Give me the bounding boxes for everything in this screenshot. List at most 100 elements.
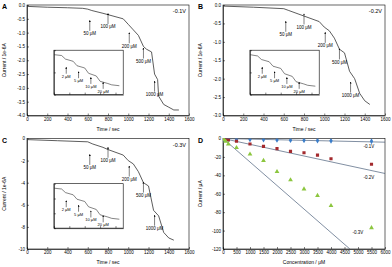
annotation: 100 μM bbox=[100, 24, 115, 29]
arrow bbox=[339, 49, 340, 59]
tick-mark bbox=[250, 247, 251, 249]
annotation: 200 μM bbox=[122, 44, 137, 49]
tick: -2.5 bbox=[213, 95, 225, 100]
point bbox=[234, 145, 239, 149]
arrow bbox=[89, 155, 90, 165]
tick-mark bbox=[149, 114, 150, 116]
tick-mark bbox=[291, 247, 292, 249]
plot-area bbox=[223, 6, 370, 104]
tick-label: 1400 bbox=[164, 117, 175, 122]
tick: -4.0 bbox=[17, 113, 29, 118]
arrow bbox=[129, 33, 130, 43]
tick: 6000 bbox=[380, 247, 391, 255]
tick bbox=[54, 199, 56, 200]
tick bbox=[250, 72, 252, 73]
tick: 5000 bbox=[353, 247, 364, 255]
arrow bbox=[129, 167, 130, 177]
tick-mark bbox=[223, 194, 225, 195]
tick-label: 1200 bbox=[144, 117, 155, 122]
plot-frame bbox=[250, 50, 319, 94]
annotation: 5 μM bbox=[74, 212, 83, 217]
axis-line bbox=[27, 139, 28, 250]
tick bbox=[250, 50, 252, 51]
annotation: 100 μM bbox=[100, 158, 115, 163]
tick-label: -3.0 bbox=[213, 113, 221, 118]
annotation: 500 μM bbox=[136, 193, 151, 198]
tick-label: 1200 bbox=[340, 117, 351, 122]
tick: 800 bbox=[105, 247, 113, 255]
tick: 600 bbox=[280, 114, 288, 122]
tick: -60 bbox=[214, 192, 225, 197]
tick-mark bbox=[223, 249, 225, 250]
tick-label: -4 bbox=[21, 181, 25, 186]
axis-line bbox=[27, 6, 28, 117]
y-axis-title: Current / 1e-6A bbox=[1, 42, 7, 77]
tick bbox=[54, 95, 56, 96]
tick: -3.5 bbox=[17, 100, 29, 105]
tick bbox=[116, 93, 117, 95]
plot-area bbox=[54, 188, 119, 219]
tick-label: -8 bbox=[21, 225, 25, 230]
tick-label: 0 bbox=[22, 136, 25, 141]
tick-label: 1600 bbox=[184, 117, 195, 122]
tick-label: -2.5 bbox=[213, 95, 221, 100]
point bbox=[235, 140, 238, 143]
tick-mark bbox=[365, 114, 366, 116]
x-axis: 02004006008001000120014001600 bbox=[222, 114, 391, 122]
tick bbox=[265, 93, 266, 95]
tick-label: 600 bbox=[84, 117, 92, 122]
tick-mark bbox=[69, 226, 70, 228]
tick: 2000 bbox=[272, 247, 283, 255]
annotation: 10 μM bbox=[281, 84, 292, 89]
tick: 800 bbox=[105, 114, 113, 122]
point bbox=[289, 139, 292, 144]
tick: -100 bbox=[212, 229, 225, 234]
x-axis-title: Time / sec bbox=[97, 126, 120, 132]
tick-mark bbox=[250, 72, 252, 73]
tick-mark bbox=[385, 247, 386, 249]
tick-mark bbox=[54, 213, 56, 214]
tick-label: 400 bbox=[64, 250, 72, 255]
panel: 020040060080010001200140016000-2-4-6-8-1… bbox=[1, 136, 195, 265]
tick-mark bbox=[68, 247, 69, 249]
point bbox=[316, 139, 319, 144]
tick: 200 bbox=[240, 114, 248, 122]
line bbox=[27, 140, 174, 241]
tick-mark bbox=[312, 93, 313, 95]
tick-mark bbox=[27, 33, 29, 34]
tick-label: 800 bbox=[105, 117, 113, 122]
tick: 1000 bbox=[124, 114, 135, 122]
tick-label: 3000 bbox=[299, 250, 310, 255]
tick: 400 bbox=[64, 247, 72, 255]
tick: -120 bbox=[212, 247, 225, 252]
tick-mark bbox=[189, 114, 190, 116]
tick-label: -2.0 bbox=[17, 58, 25, 63]
tick-label: -10 bbox=[18, 247, 25, 252]
annotation: 2 μM bbox=[62, 207, 71, 212]
tick bbox=[281, 93, 282, 95]
tick-mark bbox=[223, 97, 225, 98]
tick: 1000 bbox=[320, 114, 331, 122]
annotation: 5 μM bbox=[270, 78, 279, 83]
tick-mark bbox=[108, 114, 109, 116]
tick: 200 bbox=[44, 247, 52, 255]
annotation: 200 μM bbox=[318, 43, 333, 48]
plot-area bbox=[250, 55, 315, 87]
tick-mark bbox=[223, 79, 225, 80]
x-axis-title: Time / sec bbox=[293, 126, 316, 132]
tick: -40 bbox=[214, 173, 225, 178]
tick-mark bbox=[128, 247, 129, 249]
point bbox=[302, 151, 305, 154]
tick-mark bbox=[223, 116, 225, 117]
subtitle: -0.1V bbox=[173, 8, 186, 14]
tick: 1400 bbox=[164, 114, 175, 122]
tick: -10 bbox=[18, 247, 29, 252]
tick-label: 2500 bbox=[286, 250, 297, 255]
tick-label: 600 bbox=[84, 250, 92, 255]
tick-mark bbox=[54, 184, 56, 185]
tick-mark bbox=[47, 114, 48, 116]
tick-mark bbox=[223, 212, 225, 213]
arrow bbox=[154, 216, 155, 226]
tick bbox=[85, 226, 86, 228]
inset: 2 μM5 μM10 μM20 μM bbox=[54, 184, 124, 229]
